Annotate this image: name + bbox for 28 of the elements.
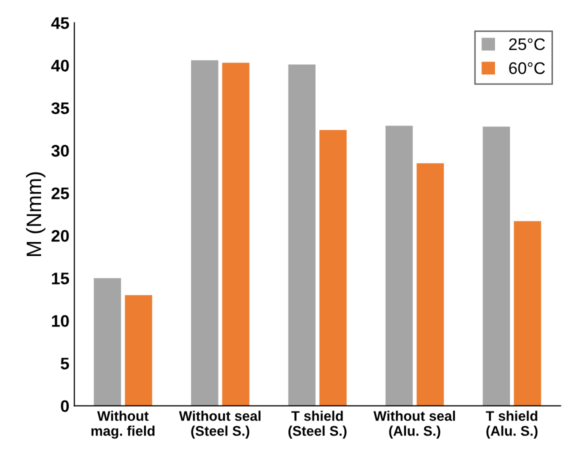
bar [482, 126, 510, 406]
bar [416, 163, 444, 406]
x-tick-label: Without mag. field [91, 410, 154, 439]
legend-label: 60°C [509, 62, 545, 74]
x-tick-label: T shield (Steel S.) [288, 410, 346, 439]
y-tick-label: 45 [51, 17, 70, 30]
x-tick-label: Without seal (Alu. S.) [373, 410, 455, 439]
y-tick-label: 10 [52, 315, 69, 327]
y-tick-label: 30 [51, 144, 69, 157]
bar [94, 278, 122, 406]
y-tick-label: 40 [51, 60, 69, 72]
y-axis-title: M (Nmm) [26, 172, 46, 256]
bar [222, 62, 250, 406]
y-tick-label: 35 [51, 102, 70, 114]
bar [124, 295, 152, 406]
legend-label: 25°C [509, 38, 545, 50]
y-tick-label: 20 [52, 230, 69, 242]
x-tick-label: T shield (Alu. S.) [486, 410, 538, 439]
bar [514, 221, 542, 406]
y-tick-label: 5 [60, 358, 70, 370]
y-tick-label: 25 [52, 187, 70, 200]
y-tick-label: 0 [60, 400, 69, 412]
y-tick-label: 15 [52, 272, 70, 284]
bar [191, 60, 218, 406]
bar [288, 64, 316, 406]
bar [319, 130, 347, 406]
bar [386, 126, 413, 406]
x-tick-label: Without seal (Steel S.) [179, 410, 260, 439]
